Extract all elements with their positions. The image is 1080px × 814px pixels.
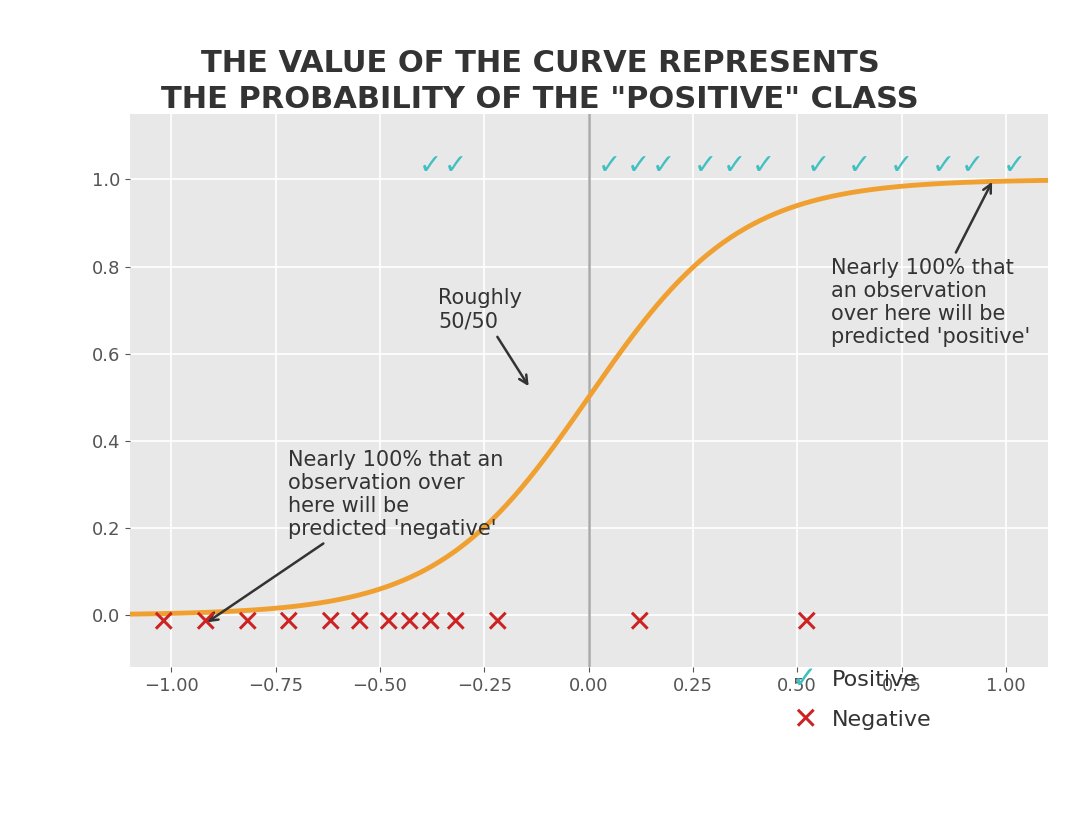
Text: ✓: ✓	[627, 152, 650, 180]
Text: ✕: ✕	[626, 610, 651, 638]
Text: ✕: ✕	[443, 610, 468, 638]
Text: ✕: ✕	[150, 610, 176, 638]
Text: ✓: ✓	[418, 152, 442, 180]
Text: ✓: ✓	[1002, 152, 1026, 180]
Text: ✕: ✕	[192, 610, 217, 638]
Text: Roughly
50/50: Roughly 50/50	[438, 288, 527, 384]
Text: ✓: ✓	[598, 152, 621, 180]
Text: ✕: ✕	[793, 610, 819, 638]
Text: ✓: ✓	[932, 152, 955, 180]
Text: ✓: ✓	[807, 152, 829, 180]
Text: ✕: ✕	[484, 610, 510, 638]
Text: ✓: ✓	[444, 152, 467, 180]
Text: Nearly 100% that an
observation over
here will be
predicted 'negative': Nearly 100% that an observation over her…	[210, 449, 503, 621]
Text: ✕: ✕	[376, 610, 401, 638]
Text: ✕: ✕	[396, 610, 422, 638]
Text: ✓: ✓	[753, 152, 775, 180]
Text: Negative: Negative	[832, 711, 931, 730]
Text: ✕: ✕	[318, 610, 342, 638]
Text: ✓: ✓	[693, 152, 717, 180]
Text: ✕: ✕	[417, 610, 443, 638]
Text: ✓: ✓	[848, 152, 872, 180]
Text: ✓: ✓	[792, 665, 818, 694]
Text: Positive: Positive	[832, 670, 918, 689]
Text: ✓: ✓	[890, 152, 914, 180]
Text: Nearly 100% that
an observation
over here will be
predicted 'positive': Nearly 100% that an observation over her…	[831, 184, 1030, 348]
Text: ✕: ✕	[347, 610, 372, 638]
Text: ✓: ✓	[652, 152, 675, 180]
Text: ✕: ✕	[275, 610, 301, 638]
Text: ✓: ✓	[961, 152, 984, 180]
Text: ✕: ✕	[792, 706, 818, 735]
Text: ✓: ✓	[723, 152, 746, 180]
Text: ✕: ✕	[233, 610, 259, 638]
Text: THE VALUE OF THE CURVE REPRESENTS
THE PROBABILITY OF THE "POSITIVE" CLASS: THE VALUE OF THE CURVE REPRESENTS THE PR…	[161, 49, 919, 114]
